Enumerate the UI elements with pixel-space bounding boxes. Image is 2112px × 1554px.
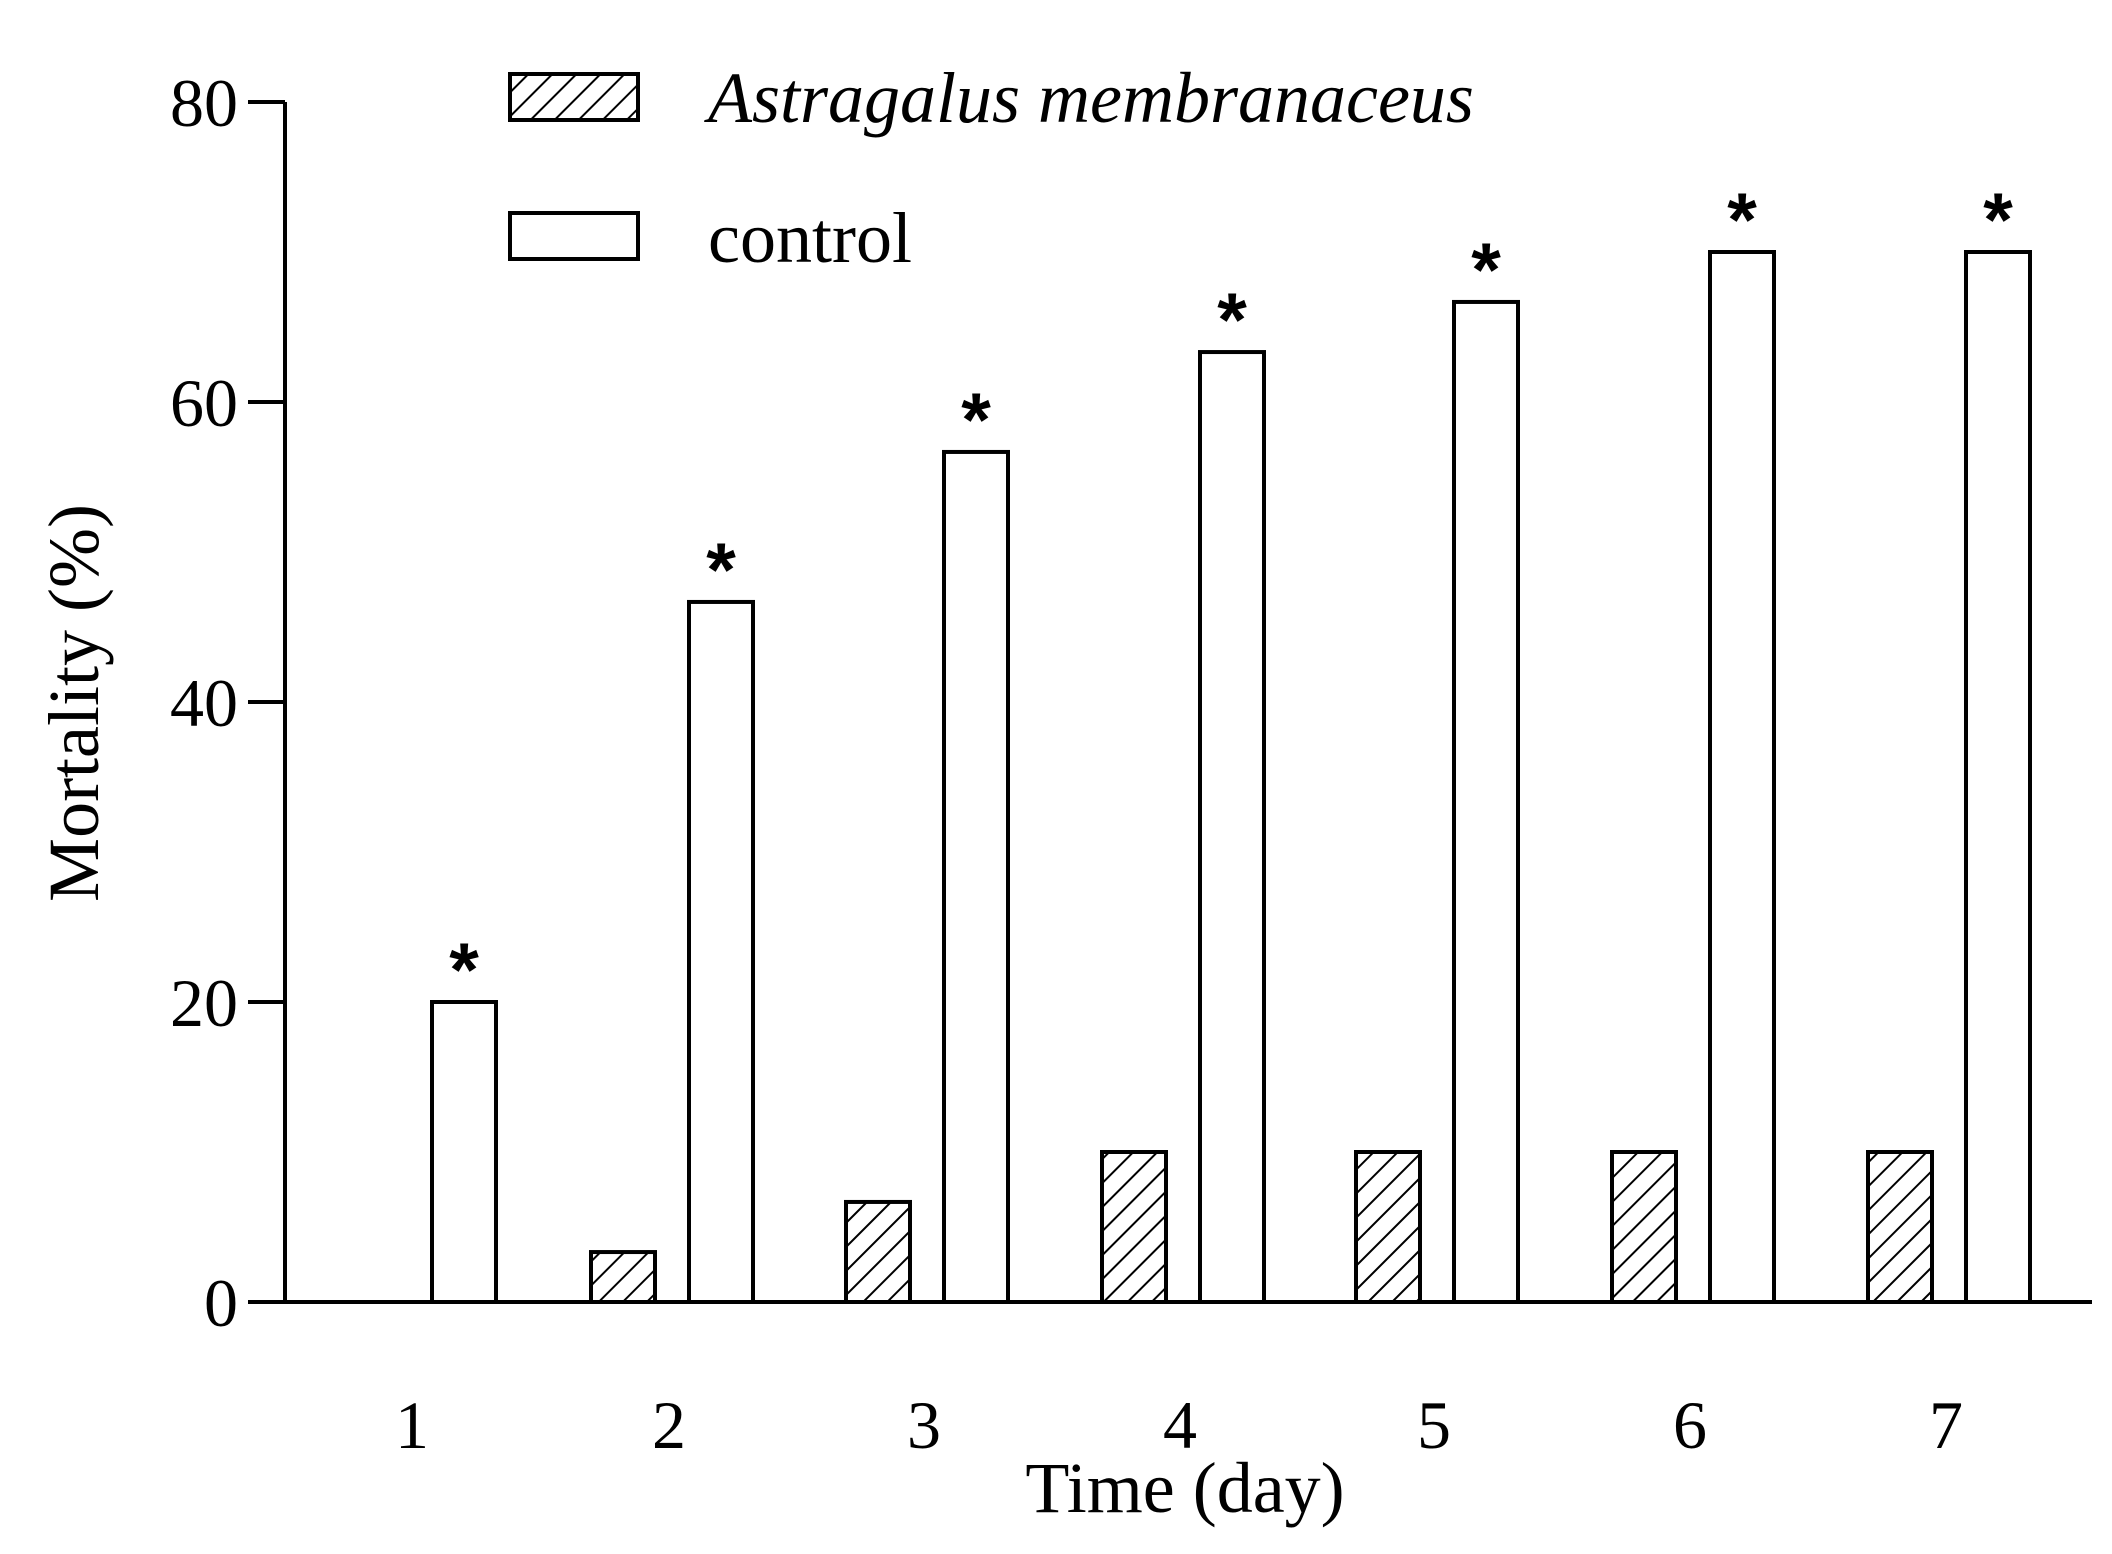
x-tick-label: 4 xyxy=(1163,1387,1197,1463)
x-tick-label: 7 xyxy=(1929,1387,1963,1463)
y-tick-label: 40 xyxy=(170,665,238,741)
significance-marker: * xyxy=(1471,228,1501,313)
y-ticks: 0 20 40 60 80 xyxy=(170,65,285,1341)
significance-marker: * xyxy=(1983,178,2013,263)
bar-astragalus-day-7 xyxy=(1866,1150,1934,1304)
legend-label-astragalus: Astragalus membranaceus xyxy=(704,58,1474,138)
significance-markers: * * * * * * * xyxy=(449,178,2013,1013)
bar-control-day-4 xyxy=(1198,350,1266,1304)
legend-swatch-control xyxy=(508,211,640,261)
bar-control-day-1 xyxy=(430,1000,498,1304)
y-tick-label: 0 xyxy=(204,1265,238,1341)
significance-marker: * xyxy=(1217,278,1247,363)
legend: Astragalus membranaceus control xyxy=(508,58,1474,278)
x-tick-label: 3 xyxy=(907,1387,941,1463)
x-tick-label: 5 xyxy=(1417,1387,1451,1463)
significance-marker: * xyxy=(1727,178,1757,263)
bar-astragalus-day-4 xyxy=(1100,1150,1168,1304)
legend-swatch-astragalus xyxy=(508,72,640,122)
bar-control-day-2 xyxy=(687,599,755,1304)
bar-control-day-3 xyxy=(942,449,1010,1304)
x-tick-label: 6 xyxy=(1673,1387,1707,1463)
x-axis-title: Time (day) xyxy=(1025,1448,1344,1528)
bars xyxy=(430,250,2032,1305)
significance-marker: * xyxy=(449,928,479,1013)
significance-marker: * xyxy=(706,528,736,613)
bar-control-day-6 xyxy=(1708,250,1776,1304)
x-tick-label: 2 xyxy=(652,1387,686,1463)
y-tick-label: 80 xyxy=(170,65,238,141)
x-tick-labels: 1 2 3 4 5 6 7 xyxy=(395,1387,1963,1463)
y-axis-title: Mortality (%) xyxy=(34,504,114,902)
y-tick-label: 60 xyxy=(170,365,238,441)
legend-label-control: control xyxy=(708,198,912,278)
x-tick-label: 1 xyxy=(395,1387,429,1463)
significance-marker: * xyxy=(961,378,991,463)
y-tick-label: 20 xyxy=(170,965,238,1041)
bar-astragalus-day-5 xyxy=(1354,1150,1422,1304)
bar-astragalus-day-3 xyxy=(844,1199,912,1304)
bar-control-day-5 xyxy=(1452,299,1520,1304)
bar-astragalus-day-2 xyxy=(589,1250,657,1305)
bar-control-day-7 xyxy=(1964,250,2032,1304)
bar-astragalus-day-6 xyxy=(1610,1150,1678,1304)
